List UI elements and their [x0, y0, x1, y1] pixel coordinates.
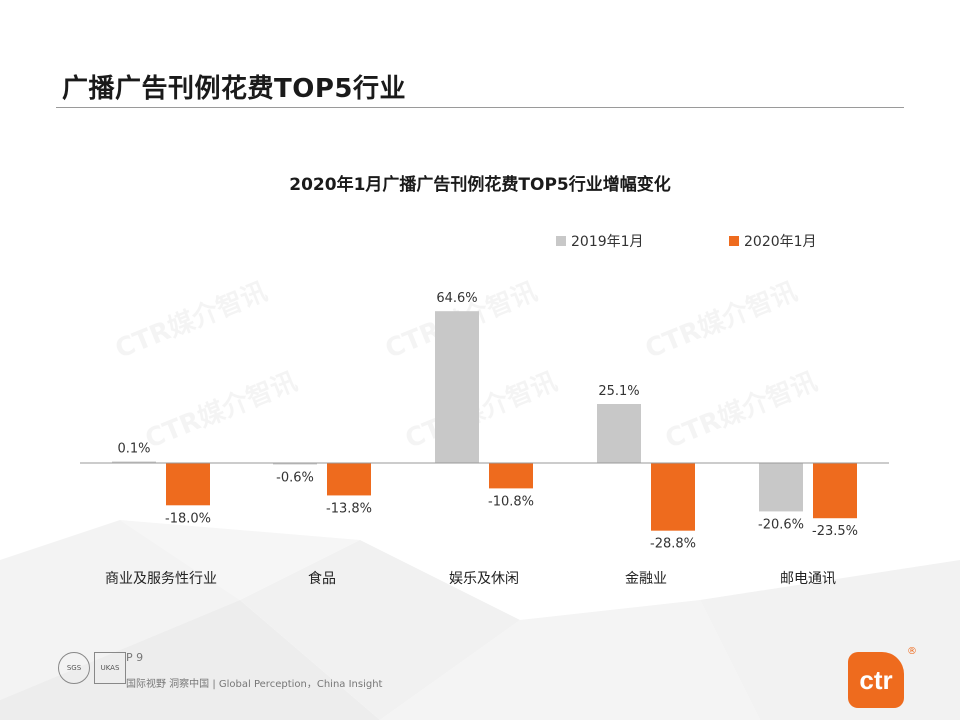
registered-mark: ® — [907, 646, 917, 657]
bar-2019 — [435, 311, 479, 463]
legend-swatch-2019 — [556, 236, 566, 246]
bar-2020 — [327, 463, 371, 496]
data-label: -20.6% — [758, 517, 804, 532]
category-label: 金融业 — [625, 571, 667, 587]
bar-2019 — [597, 404, 641, 463]
legend-label-2020: 2020年1月 — [744, 234, 817, 250]
category-label: 食品 — [308, 570, 336, 587]
category-label: 邮电通讯 — [780, 571, 836, 587]
bar-2020 — [166, 463, 210, 506]
data-label: -13.8% — [326, 501, 372, 516]
data-label: 25.1% — [598, 384, 639, 399]
page-number: P 9 — [126, 651, 144, 664]
bar-2019 — [759, 463, 803, 512]
bar-2019 — [112, 461, 156, 463]
legend-item-2019: 2019年1月 — [556, 231, 644, 251]
legend-swatch-2020 — [729, 236, 739, 246]
data-label: -0.6% — [276, 471, 314, 486]
ukas-cert-icon: UKAS — [94, 652, 126, 684]
footer-slogan: 国际视野 洞察中国 | Global Perception，China Insi… — [126, 679, 383, 690]
data-label: 0.1% — [117, 442, 150, 457]
category-label: 娱乐及休闲 — [449, 571, 519, 587]
data-label: -23.5% — [812, 524, 858, 539]
bar-2020 — [651, 463, 695, 531]
data-label: 64.6% — [436, 291, 477, 306]
page-title: 广播广告刊例花费TOP5行业 — [62, 74, 406, 104]
data-label: -18.0% — [165, 511, 211, 526]
sgs-cert-icon: SGS — [58, 652, 90, 684]
title-divider — [56, 107, 904, 108]
data-label: -28.8% — [650, 537, 696, 552]
data-label: -10.8% — [488, 494, 534, 509]
bar-2020 — [489, 463, 533, 489]
chart-title: 2020年1月广播广告刊例花费TOP5行业增幅变化 — [289, 175, 671, 195]
certification-logos: SGS UKAS — [58, 652, 126, 684]
bar-2020 — [813, 463, 857, 519]
category-label: 商业及服务性行业 — [105, 571, 217, 587]
ctr-logo: ctr — [848, 652, 904, 708]
legend-label-2019: 2019年1月 — [571, 234, 644, 250]
bar-2019 — [273, 463, 317, 465]
legend-item-2020: 2020年1月 — [729, 231, 817, 251]
